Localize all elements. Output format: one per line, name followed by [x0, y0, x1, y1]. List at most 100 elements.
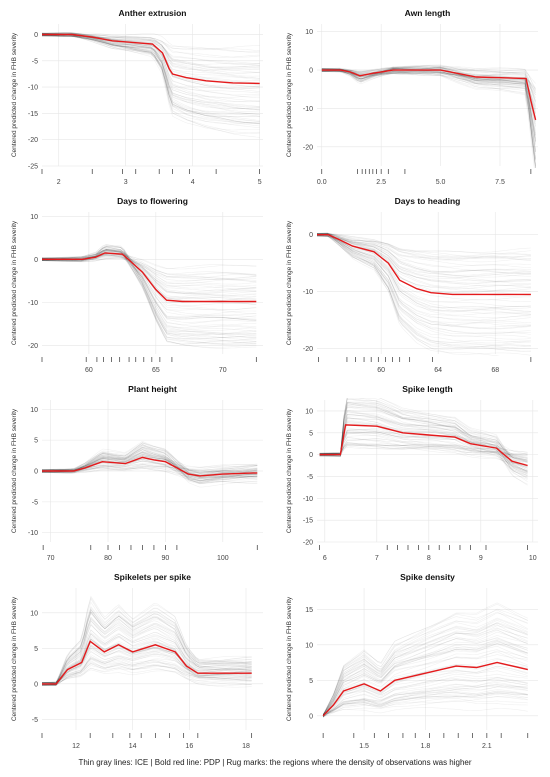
ice-line	[319, 402, 528, 469]
y-tick-label: 10	[30, 407, 38, 414]
ice-line	[42, 619, 252, 685]
x-tick-label: 6	[323, 555, 327, 562]
ice-line	[42, 243, 257, 341]
ice-line	[317, 232, 531, 284]
ice-line	[321, 68, 536, 94]
ice-line	[42, 650, 252, 685]
pdp-line	[42, 252, 257, 303]
ice-line	[42, 645, 252, 686]
ice-line	[42, 455, 258, 473]
ice-line	[317, 233, 531, 310]
ice-line	[322, 628, 528, 717]
ice-line	[42, 33, 260, 88]
ice-line	[322, 650, 528, 715]
ice-line	[322, 683, 528, 716]
ice-line	[317, 232, 531, 321]
ice-line	[322, 692, 528, 717]
figure-grid: Anther extrusion Centered predicted chang…	[0, 8, 550, 752]
ice-line	[322, 645, 528, 717]
ice-line	[42, 638, 252, 686]
ice-line	[319, 398, 528, 474]
figure-caption: Thin gray lines: ICE | Bold red line: PD…	[78, 758, 472, 767]
ice-line	[42, 617, 252, 686]
ice-line	[42, 463, 258, 474]
ice-line	[317, 233, 531, 287]
ice-line	[322, 619, 528, 715]
ice-line	[322, 692, 528, 715]
ice-line	[321, 68, 536, 136]
ice-line	[319, 416, 528, 464]
ice-line	[322, 677, 528, 717]
ice-line	[42, 248, 257, 338]
ice-line	[42, 33, 260, 110]
ice-line	[42, 249, 257, 304]
ice-line	[42, 34, 260, 124]
ice-line	[42, 653, 252, 683]
ice-line	[42, 33, 260, 92]
x-tick-label: 5.0	[436, 179, 446, 186]
ice-line	[322, 627, 528, 718]
chart-svg: Spike density Centered predicted change i…	[286, 572, 538, 750]
ice-line	[317, 233, 531, 257]
y-tick-label: 0	[34, 32, 38, 39]
ice-line	[42, 605, 252, 686]
ice-line	[42, 608, 252, 683]
ice-line	[42, 655, 252, 683]
ice-line	[317, 233, 531, 271]
pdp-line	[42, 640, 252, 685]
ice-line	[42, 34, 260, 138]
ice-line	[42, 253, 257, 283]
ice-line	[317, 234, 531, 254]
ice-line	[42, 247, 257, 332]
ice-line	[319, 444, 528, 455]
ice-line	[42, 251, 257, 285]
x-tick-label: 2.5	[376, 179, 386, 186]
ice-line	[42, 33, 260, 122]
ice-line	[317, 233, 531, 329]
pdp-line	[319, 424, 528, 467]
ice-line	[317, 234, 531, 315]
ice-line	[317, 234, 531, 315]
ice-line	[322, 659, 528, 715]
ice-line	[317, 235, 531, 349]
ice-line	[322, 609, 528, 718]
y-tick-label: -10	[28, 530, 38, 537]
ice-line	[42, 246, 257, 337]
x-tick-label: 1.5	[359, 743, 369, 750]
ice-line	[42, 597, 252, 686]
ice-line	[42, 254, 257, 280]
ice-line	[322, 622, 528, 718]
ice-line	[319, 439, 528, 462]
chart-svg: Spikelets per spike Centered predicted ch…	[11, 572, 263, 750]
ice-line	[42, 32, 260, 58]
ice-line	[321, 68, 536, 118]
ice-line	[42, 249, 257, 327]
ice-line	[42, 33, 260, 129]
ice-line	[42, 248, 257, 344]
ice-line	[42, 34, 260, 115]
pdp-line	[42, 456, 258, 477]
ice-line	[42, 451, 258, 473]
ice-line	[322, 622, 528, 716]
chart-svg: Anther extrusion Centered predicted chang…	[11, 8, 263, 186]
chart-panel: Days to heading Centered predicted change…	[275, 188, 550, 376]
chart-svg: Days to flowering Centered predicted chan…	[11, 196, 263, 374]
ice-line	[322, 667, 528, 715]
ice-line	[319, 401, 528, 466]
chart-panel: Spikelets per spike Centered predicted ch…	[0, 564, 275, 752]
ice-line	[42, 442, 258, 476]
ice-line	[42, 616, 252, 684]
ice-line	[319, 398, 528, 486]
ice-line	[317, 235, 531, 340]
ice-line	[321, 70, 536, 96]
ice-line	[317, 234, 531, 303]
ice-line	[42, 447, 258, 478]
ice-line	[319, 422, 528, 474]
ice-line	[319, 398, 528, 467]
x-tick-label: 9	[479, 555, 483, 562]
ice-line	[42, 659, 252, 686]
ice-line	[42, 32, 260, 69]
ice-line	[319, 402, 528, 475]
ice-line	[42, 34, 260, 99]
y-axis-label: Centered predicted change in FHB severit…	[11, 32, 18, 157]
